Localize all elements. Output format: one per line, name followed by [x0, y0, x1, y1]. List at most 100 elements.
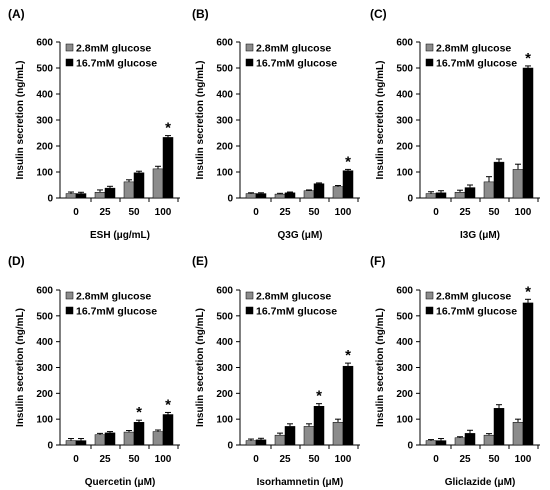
y-tick-label: 0 [227, 194, 233, 205]
legend-swatch [425, 291, 434, 300]
y-tick-label: 200 [216, 142, 233, 153]
y-tick-label: 0 [227, 441, 233, 452]
bar-low-glucose [245, 440, 257, 446]
y-tick-label: 600 [36, 38, 53, 49]
bar-low-glucose [245, 193, 257, 199]
y-tick-label: 100 [36, 415, 53, 426]
panel-label: (F) [370, 254, 385, 268]
x-tick-label: 50 [488, 207, 500, 218]
bar-low-glucose [332, 186, 344, 199]
bar-low-glucose [483, 434, 495, 446]
legend-label: 16.7mM glucose [256, 306, 337, 318]
bar-low-glucose [332, 422, 344, 446]
x-axis-title: Isorhamnetin (μM) [257, 477, 344, 488]
x-tick-label: 25 [279, 207, 291, 218]
bar-low-glucose [512, 422, 524, 446]
legend-label: 16.7mM glucose [76, 58, 157, 70]
bar-high-glucose [522, 67, 534, 199]
y-tick-label: 600 [216, 38, 233, 49]
y-axis-title: Insulin secretion (ng/mL) [195, 308, 206, 427]
y-tick-label: 400 [36, 337, 53, 348]
bar-low-glucose [512, 169, 524, 199]
bar-high-glucose [342, 170, 354, 199]
legend-swatch [425, 43, 434, 52]
y-tick-label: 400 [216, 337, 233, 348]
y-tick-label: 100 [36, 168, 53, 179]
y-tick-label: 100 [216, 168, 233, 179]
y-tick-label: 300 [36, 116, 53, 127]
significance-star: * [316, 388, 322, 405]
bar-high-glucose [522, 302, 534, 446]
x-tick-label: 50 [128, 207, 140, 218]
bar-high-glucose [464, 187, 476, 199]
x-tick-label: 100 [155, 454, 172, 465]
y-tick-label: 500 [396, 64, 413, 75]
panel-label: (C) [370, 7, 387, 21]
bar-high-glucose [493, 161, 505, 199]
y-tick-label: 500 [216, 311, 233, 322]
bar-low-glucose [274, 434, 286, 446]
legend-swatch [65, 58, 74, 67]
y-axis-title: Insulin secretion (ng/mL) [375, 61, 386, 180]
y-tick-label: 400 [396, 337, 413, 348]
x-tick-label: 25 [99, 207, 111, 218]
x-tick-label: 25 [459, 454, 471, 465]
y-tick-label: 200 [36, 142, 53, 153]
y-tick-label: 0 [407, 194, 413, 205]
significance-star: * [165, 396, 171, 413]
x-tick-label: 25 [459, 207, 471, 218]
y-tick-label: 400 [396, 90, 413, 101]
legend-swatch [425, 58, 434, 67]
x-tick-label: 100 [335, 207, 352, 218]
x-tick-label: 50 [308, 207, 320, 218]
legend-label: 2.8mM glucose [256, 291, 331, 303]
bar-high-glucose [284, 426, 296, 446]
y-tick-label: 0 [407, 441, 413, 452]
x-axis-title: I3G (μM) [460, 230, 500, 241]
significance-star: * [345, 347, 351, 364]
x-axis-title: Quercetin (μM) [85, 477, 156, 488]
legend-swatch [65, 306, 74, 315]
y-tick-label: 300 [396, 116, 413, 127]
y-tick-label: 600 [396, 286, 413, 297]
y-tick-label: 600 [396, 38, 413, 49]
bar-high-glucose [162, 137, 174, 199]
y-axis-title: Insulin secretion (ng/mL) [375, 308, 386, 427]
significance-star: * [525, 50, 531, 67]
panel-label: (B) [192, 7, 209, 21]
y-tick-label: 500 [36, 311, 53, 322]
x-tick-label: 0 [253, 454, 259, 465]
legend-label: 2.8mM glucose [436, 43, 511, 55]
x-axis-title: Gliclazide (μM) [445, 477, 516, 488]
bar-high-glucose [75, 440, 87, 446]
y-tick-label: 100 [396, 168, 413, 179]
significance-star: * [345, 153, 351, 170]
x-tick-label: 0 [253, 207, 259, 218]
legend-label: 16.7mM glucose [436, 58, 517, 70]
y-axis-title: Insulin secretion (ng/mL) [15, 61, 26, 180]
bar-high-glucose [104, 432, 116, 446]
y-tick-label: 200 [216, 389, 233, 400]
y-tick-label: 600 [216, 286, 233, 297]
legend-label: 2.8mM glucose [436, 291, 511, 303]
bar-low-glucose [483, 181, 495, 199]
x-tick-label: 100 [335, 454, 352, 465]
legend-label: 2.8mM glucose [76, 43, 151, 55]
bar-low-glucose [274, 193, 286, 199]
legend-label: 16.7mM glucose [436, 306, 517, 318]
bar-low-glucose [123, 431, 135, 446]
x-tick-label: 0 [433, 454, 439, 465]
significance-star: * [136, 404, 142, 421]
bar-low-glucose [65, 193, 77, 199]
bar-low-glucose [425, 193, 437, 199]
panel-label: (D) [8, 254, 25, 268]
bar-high-glucose [255, 193, 267, 199]
panel-label: (A) [8, 7, 25, 21]
bar-low-glucose [454, 437, 466, 446]
bar-low-glucose [152, 431, 164, 446]
